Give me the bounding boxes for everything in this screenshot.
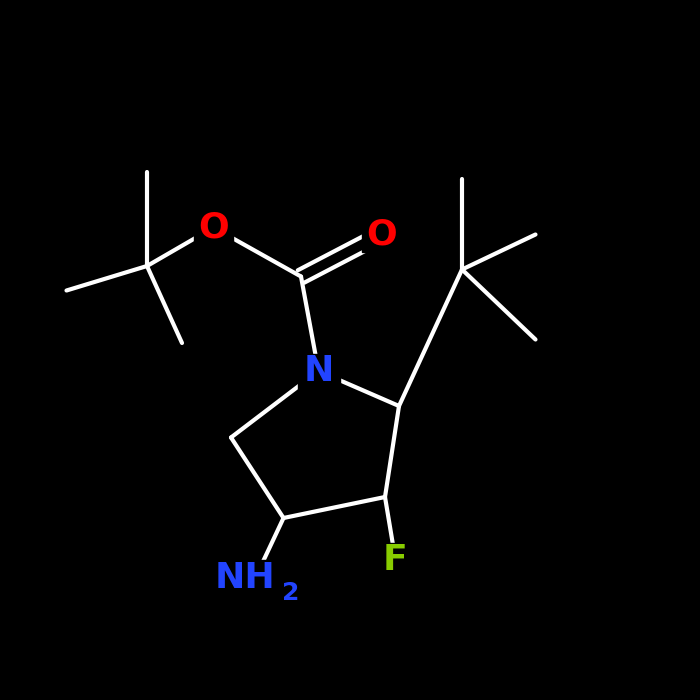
Text: 2: 2 [282,581,299,605]
Bar [363,217,400,252]
Bar [378,542,413,578]
Text: O: O [366,218,397,251]
Text: F: F [383,543,408,577]
Bar [298,354,340,388]
Text: NH: NH [215,561,275,594]
Text: O: O [198,211,229,244]
Text: N: N [303,354,334,388]
Bar [195,210,232,245]
Bar [228,560,304,595]
